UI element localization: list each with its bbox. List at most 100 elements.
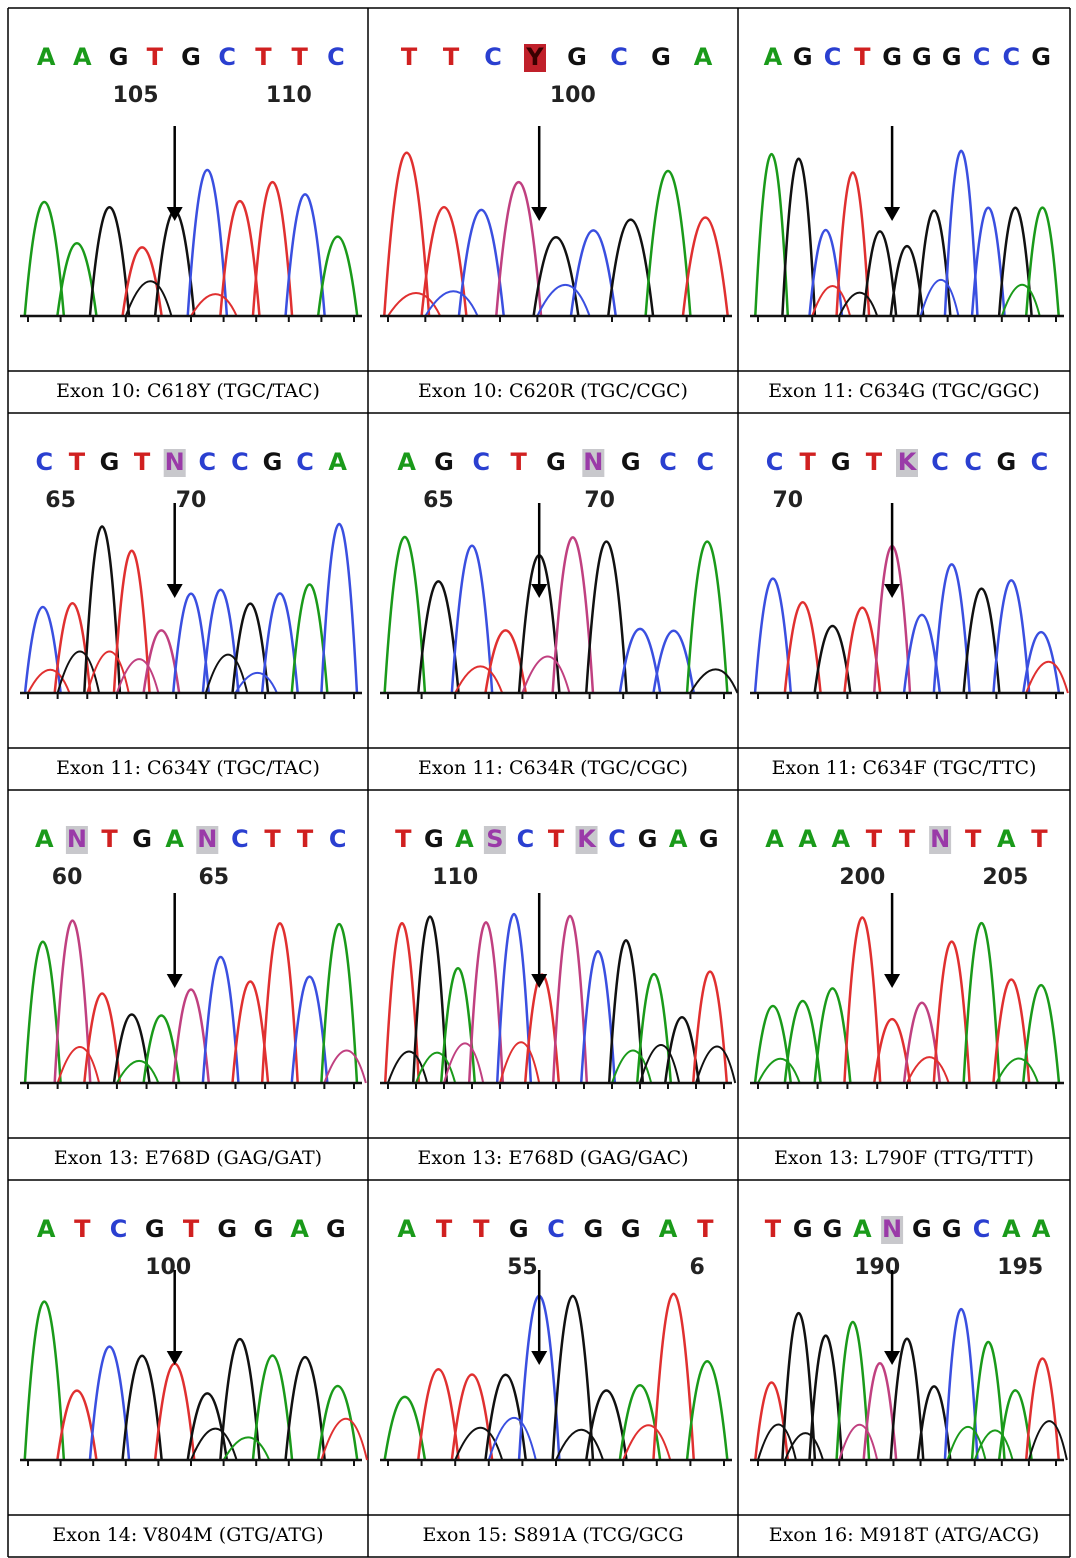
base-letter: N: [197, 825, 217, 853]
trace-peak: [117, 1061, 158, 1083]
base-letter: C: [931, 448, 949, 476]
trace-peak: [388, 1052, 427, 1083]
position-number: 70: [176, 488, 207, 513]
base-letter: G: [145, 1215, 165, 1243]
base-letter: C: [218, 43, 236, 71]
trace-peak: [690, 669, 737, 693]
base-letter: G: [217, 1215, 237, 1243]
trace-peak: [758, 1059, 800, 1083]
trace-peak: [758, 1425, 796, 1460]
base-letter: T: [799, 448, 816, 476]
trace-peak: [87, 651, 128, 693]
arrow-head: [531, 207, 547, 221]
base-letter: G: [882, 43, 902, 71]
trace-peak: [537, 285, 589, 316]
base-letter: G: [181, 43, 201, 71]
base-letter: C: [231, 825, 249, 853]
trace-peak: [25, 1302, 64, 1460]
trace-peak: [907, 1057, 949, 1083]
position-number: 205: [982, 865, 1028, 890]
base-letter: A: [997, 825, 1016, 853]
trace-peak: [948, 1427, 986, 1460]
position-number: 110: [266, 83, 312, 108]
trace-peak: [321, 524, 357, 693]
trace-peak: [206, 655, 247, 693]
trace-peak: [489, 1418, 536, 1460]
trace-peak: [324, 1051, 365, 1083]
base-letter: T: [401, 43, 418, 71]
base-letter: G: [263, 448, 283, 476]
base-letter: T: [147, 43, 164, 71]
base-letter: C: [824, 43, 842, 71]
base-letter: T: [899, 825, 916, 853]
trace-peak: [455, 666, 502, 693]
position-number: 200: [839, 865, 885, 890]
base-letter: C: [198, 448, 216, 476]
panel: AAATTNTAT200205Exon 13: L790F (TTG/TTT): [750, 825, 1064, 1169]
base-letter: T: [866, 448, 883, 476]
position-number: 100: [550, 83, 596, 108]
trace-peak: [385, 537, 425, 693]
trace-peak: [191, 1429, 237, 1460]
base-letter: C: [1031, 448, 1049, 476]
base-letter: A: [397, 1215, 416, 1243]
base-letter: K: [898, 448, 918, 476]
base-letter: T: [548, 825, 565, 853]
base-letter: G: [793, 1215, 813, 1243]
base-letter: G: [942, 43, 962, 71]
base-letter: C: [973, 43, 991, 71]
trace-peak: [975, 1430, 1013, 1460]
base-letter: C: [766, 448, 784, 476]
base-letter: A: [853, 1215, 872, 1243]
base-letter: T: [510, 448, 527, 476]
panel: AGCTGNGCC6570Exon 11: C634R (TGC/CGC): [380, 448, 737, 779]
panel: CTGTNCCGCA6570Exon 11: C634Y (TGC/TAC): [20, 448, 362, 779]
base-letter: G: [638, 825, 658, 853]
base-letter: A: [765, 825, 784, 853]
base-letter: G: [100, 448, 120, 476]
base-letter: T: [264, 825, 281, 853]
base-letter: T: [443, 43, 460, 71]
trace-peak: [321, 1419, 367, 1460]
base-letter: T: [183, 1215, 200, 1243]
base-letter: G: [831, 448, 851, 476]
arrow-head: [884, 1351, 900, 1365]
panel: AAGTGCTTC105110Exon 10: C618Y (TGC/TAC): [20, 43, 362, 402]
position-number: 100: [145, 1255, 191, 1280]
base-letter: T: [255, 43, 272, 71]
panel: TTCYGCGA100Exon 10: C620R (TGC/CGC): [380, 43, 732, 402]
caption: Exon 10: C618Y (TGC/TAC): [56, 380, 320, 402]
arrow-head: [884, 974, 900, 988]
base-letter: N: [583, 448, 603, 476]
base-letter: A: [328, 448, 347, 476]
base-letter: T: [866, 825, 883, 853]
trace-peak: [623, 1425, 670, 1460]
trace-peak: [1029, 1421, 1067, 1460]
trace-peak: [90, 207, 129, 316]
base-letter: N: [930, 825, 950, 853]
base-letter: C: [327, 43, 345, 71]
position-number: 6: [689, 1255, 704, 1280]
base-letter: A: [37, 1215, 56, 1243]
base-letter: N: [165, 448, 185, 476]
base-letter: C: [329, 825, 347, 853]
base-letter: A: [290, 1215, 309, 1243]
base-letter: A: [455, 825, 474, 853]
trace-peak: [1026, 1358, 1059, 1460]
base-letter: T: [965, 825, 982, 853]
trace-peak: [444, 1043, 483, 1083]
base-letter: T: [69, 448, 86, 476]
base-letter: A: [397, 448, 416, 476]
base-letter: C: [296, 448, 314, 476]
arrow-head: [531, 584, 547, 598]
trace-peak: [58, 652, 99, 693]
base-letter: C: [608, 825, 626, 853]
trace-peak: [945, 151, 978, 316]
arrow-head: [167, 1351, 183, 1365]
trace-peak: [522, 656, 569, 693]
position-number: 60: [52, 865, 83, 890]
base-letter: T: [291, 43, 308, 71]
caption: Exon 13: L790F (TTG/TTT): [774, 1147, 1034, 1169]
base-letter: G: [109, 43, 129, 71]
